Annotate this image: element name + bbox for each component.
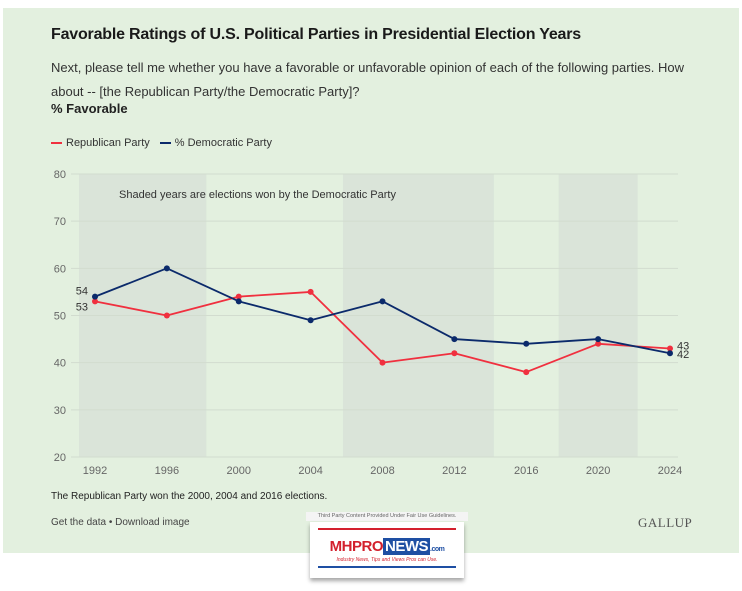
shaded-annotation: Shaded years are elections won by the De…: [119, 189, 396, 201]
data-point-republican: [379, 359, 386, 366]
badge-card: MHPRO NEWS .com Industry News, Tips and Vi…: [310, 522, 464, 578]
x-tick-label: 2012: [442, 465, 466, 477]
link-separator: •: [108, 517, 113, 528]
end-label-republican: 43: [677, 341, 689, 353]
data-point-democratic: [379, 298, 386, 305]
legend-label: Republican Party: [66, 137, 150, 149]
y-tick-label: 50: [54, 311, 66, 323]
y-tick-label: 60: [54, 263, 66, 275]
get-data-link[interactable]: Get the data: [51, 517, 107, 528]
x-tick-label: 2004: [298, 465, 322, 477]
start-label-democratic: 54: [76, 286, 88, 298]
legend: Republican Party % Democratic Party: [51, 137, 272, 149]
legend-item-republican[interactable]: Republican Party: [51, 137, 150, 149]
x-tick-label: 2016: [514, 465, 538, 477]
footnote: The Republican Party won the 2000, 2004 …: [51, 491, 328, 502]
data-point-republican: [451, 350, 458, 357]
badge-bottom-rule: [318, 566, 456, 568]
data-point-republican: [163, 312, 170, 319]
y-tick-label: 30: [54, 405, 66, 417]
data-point-republican: [595, 340, 602, 347]
data-point-republican: [667, 345, 673, 352]
chart-title: Favorable Ratings of U.S. Political Part…: [51, 26, 581, 43]
data-point-democratic: [307, 317, 314, 324]
y-tick-label: 40: [54, 358, 66, 370]
data-point-democratic: [451, 336, 458, 343]
data-point-republican: [92, 298, 98, 305]
x-tick-label: 2024: [658, 465, 682, 477]
footer-links: Get the data • Download image: [51, 517, 190, 528]
x-tick-label: 2008: [370, 465, 394, 477]
start-label-republican: 53: [76, 301, 88, 313]
y-tick-label: 80: [54, 169, 66, 181]
badge-caption: Third Party Content Provided Under Fair …: [306, 512, 468, 521]
data-point-republican: [307, 288, 314, 295]
x-tick-label: 1996: [155, 465, 179, 477]
data-point-republican: [523, 369, 530, 376]
legend-swatch-democratic: [159, 142, 171, 144]
download-image-link[interactable]: Download image: [115, 517, 190, 528]
logo-news: NEWS: [383, 538, 430, 555]
unit-label: % Favorable: [51, 101, 128, 116]
legend-swatch-republican: [51, 142, 62, 144]
x-tick-label: 2020: [586, 465, 610, 477]
x-tick-label: 1992: [83, 465, 107, 477]
mhpronews-badge: Third Party Content Provided Under Fair …: [306, 512, 468, 582]
end-label-democratic: 42: [677, 349, 689, 361]
data-point-democratic: [235, 298, 242, 305]
y-tick-label: 70: [54, 216, 66, 228]
badge-top-rule: [318, 528, 456, 530]
data-point-democratic: [163, 265, 170, 272]
data-point-democratic: [595, 336, 602, 343]
logo-com: .com: [430, 546, 445, 553]
mhpronews-logo: MHPRO NEWS .com: [310, 538, 464, 555]
x-tick-label: 2000: [227, 465, 251, 477]
data-point-democratic: [523, 340, 530, 347]
gallup-logo: GALLUP: [638, 515, 693, 530]
logo-mhpro: MHPRO: [329, 538, 384, 555]
y-tick-label: 20: [54, 452, 66, 464]
badge-tagline: Industry News, Tips and Views Pros can U…: [336, 557, 438, 563]
legend-label: % Democratic Party: [174, 137, 272, 149]
chart-question: Next, please tell me whether you have a …: [51, 60, 685, 99]
data-point-republican: [235, 293, 242, 300]
legend-item-democratic[interactable]: % Democratic Party: [159, 137, 272, 149]
data-point-democratic: [667, 350, 673, 357]
data-point-democratic: [92, 293, 98, 300]
